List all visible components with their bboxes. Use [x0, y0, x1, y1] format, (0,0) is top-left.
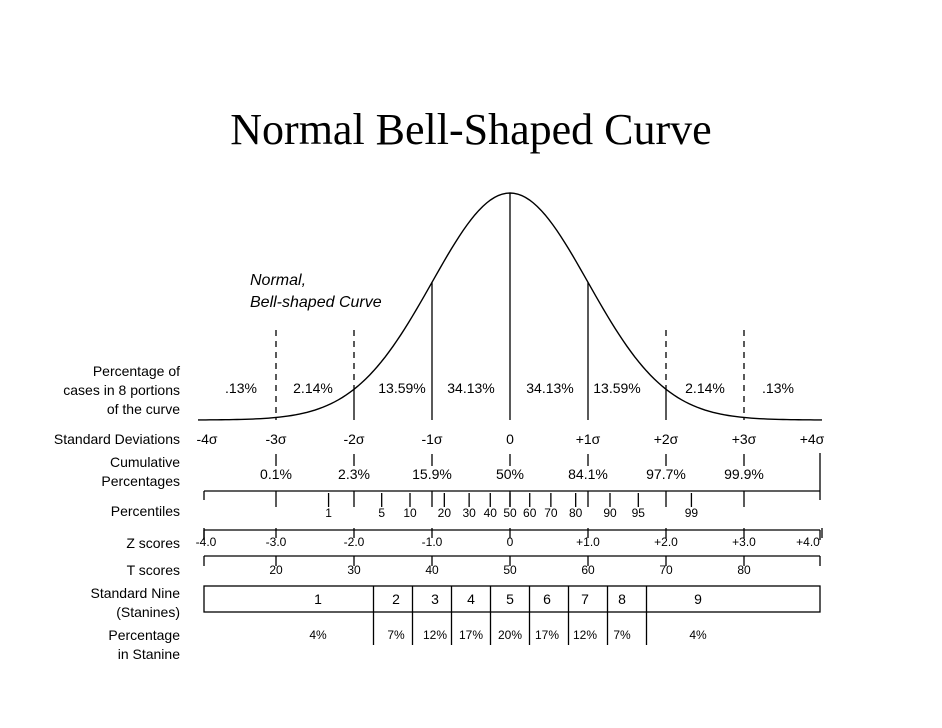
t-score-label: 30	[347, 563, 361, 577]
standard-deviation-label: +2σ	[654, 431, 679, 447]
cumulative-percentage: 50%	[496, 466, 524, 482]
cumulative-percentage: 84.1%	[568, 466, 608, 482]
z-score-label: 0	[507, 535, 514, 549]
row-label-percentiles: Percentiles	[111, 503, 180, 519]
row-label-stanine-percentage: in Stanine	[118, 646, 180, 662]
cumulative-percentage: 15.9%	[412, 466, 452, 482]
row-label-standard-deviations: Standard Deviations	[54, 431, 180, 447]
t-score-label: 20	[269, 563, 283, 577]
portion-percentage: .13%	[225, 380, 257, 396]
cumulative-percentage: 0.1%	[260, 466, 292, 482]
portion-percentage: 13.59%	[378, 380, 425, 396]
percentile-label: 60	[523, 506, 537, 520]
z-score-label: -4.0	[196, 535, 217, 549]
portion-percentage: .13%	[762, 380, 794, 396]
stanine-percentage: 4%	[689, 628, 707, 642]
percentile-label: 20	[438, 506, 452, 520]
portion-percentage: 13.59%	[593, 380, 640, 396]
stanine-number: 3	[431, 591, 439, 607]
stanine-number: 5	[506, 591, 514, 607]
standard-deviation-label: 0	[506, 431, 514, 447]
z-score-label: -2.0	[344, 535, 365, 549]
row-label-stanine-percentage: Percentage	[108, 627, 180, 643]
stanine-percentage: 12%	[573, 628, 597, 642]
row-label-cumulative: Cumulative	[110, 454, 180, 470]
z-score-label: +1.0	[576, 535, 600, 549]
portion-percentage: 34.13%	[447, 380, 494, 396]
percentile-label: 10	[403, 506, 417, 520]
stanine-percentage: 7%	[613, 628, 631, 642]
t-score-label: 50	[503, 563, 517, 577]
percentile-label: 80	[569, 506, 583, 520]
percentile-label: 5	[378, 506, 385, 520]
standard-deviation-label: -4σ	[196, 431, 217, 447]
standard-deviation-label: +1σ	[576, 431, 601, 447]
row-label-portions: Percentage of	[93, 363, 180, 379]
row-label-stanines: (Stanines)	[116, 604, 180, 620]
standard-deviation-label: -2σ	[343, 431, 364, 447]
standard-deviation-label: +4σ	[800, 431, 825, 447]
z-score-label: +3.0	[732, 535, 756, 549]
stanine-number: 2	[392, 591, 400, 607]
standard-deviation-label: +3σ	[732, 431, 757, 447]
stanine-percentage: 17%	[459, 628, 483, 642]
stanine-number: 9	[694, 591, 702, 607]
percentile-label: 99	[685, 506, 699, 520]
standard-deviation-label: -1σ	[421, 431, 442, 447]
stanine-percentage: 4%	[309, 628, 327, 642]
stanine-percentage: 12%	[423, 628, 447, 642]
row-label-portions: cases in 8 portions	[63, 382, 180, 398]
t-score-label: 80	[737, 563, 751, 577]
portion-percentage: 34.13%	[526, 380, 573, 396]
stanine-number: 4	[467, 591, 475, 607]
percentile-label: 70	[544, 506, 558, 520]
cumulative-percentage: 99.9%	[724, 466, 764, 482]
portion-percentage: 2.14%	[685, 380, 725, 396]
row-label-z-scores: Z scores	[126, 535, 180, 551]
z-score-label: -1.0	[422, 535, 443, 549]
z-score-label: +2.0	[654, 535, 678, 549]
t-score-label: 60	[581, 563, 595, 577]
cumulative-percentage: 2.3%	[338, 466, 370, 482]
row-label-stanines: Standard Nine	[90, 585, 180, 601]
row-label-t-scores: T scores	[127, 562, 180, 578]
percentile-label: 95	[632, 506, 646, 520]
page-title: Normal Bell-Shaped Curve	[230, 105, 712, 154]
row-label-cumulative: Percentages	[101, 473, 180, 489]
stanine-percentage: 7%	[387, 628, 405, 642]
z-score-label: -3.0	[266, 535, 287, 549]
percentile-label: 50	[503, 506, 517, 520]
curve-label: Bell-shaped Curve	[250, 294, 382, 311]
stanine-number: 6	[543, 591, 551, 607]
stanine-box	[203, 585, 821, 613]
stanine-percentage: 17%	[535, 628, 559, 642]
stanine-number: 1	[314, 591, 322, 607]
percentile-label: 90	[603, 506, 617, 520]
percentile-label: 1	[325, 506, 332, 520]
stanine-number: 8	[618, 591, 626, 607]
stanine-percentage: 20%	[498, 628, 522, 642]
percentile-label: 40	[484, 506, 498, 520]
cumulative-percentage: 97.7%	[646, 466, 686, 482]
t-score-label: 70	[659, 563, 673, 577]
t-score-label: 40	[425, 563, 439, 577]
percentile-label: 30	[462, 506, 476, 520]
stanine-number: 7	[581, 591, 589, 607]
row-label-portions: of the curve	[107, 401, 180, 417]
portion-percentage: 2.14%	[293, 380, 333, 396]
z-score-label: +4.0	[796, 535, 820, 549]
curve-label: Normal,	[250, 272, 306, 289]
standard-deviation-label: -3σ	[265, 431, 286, 447]
